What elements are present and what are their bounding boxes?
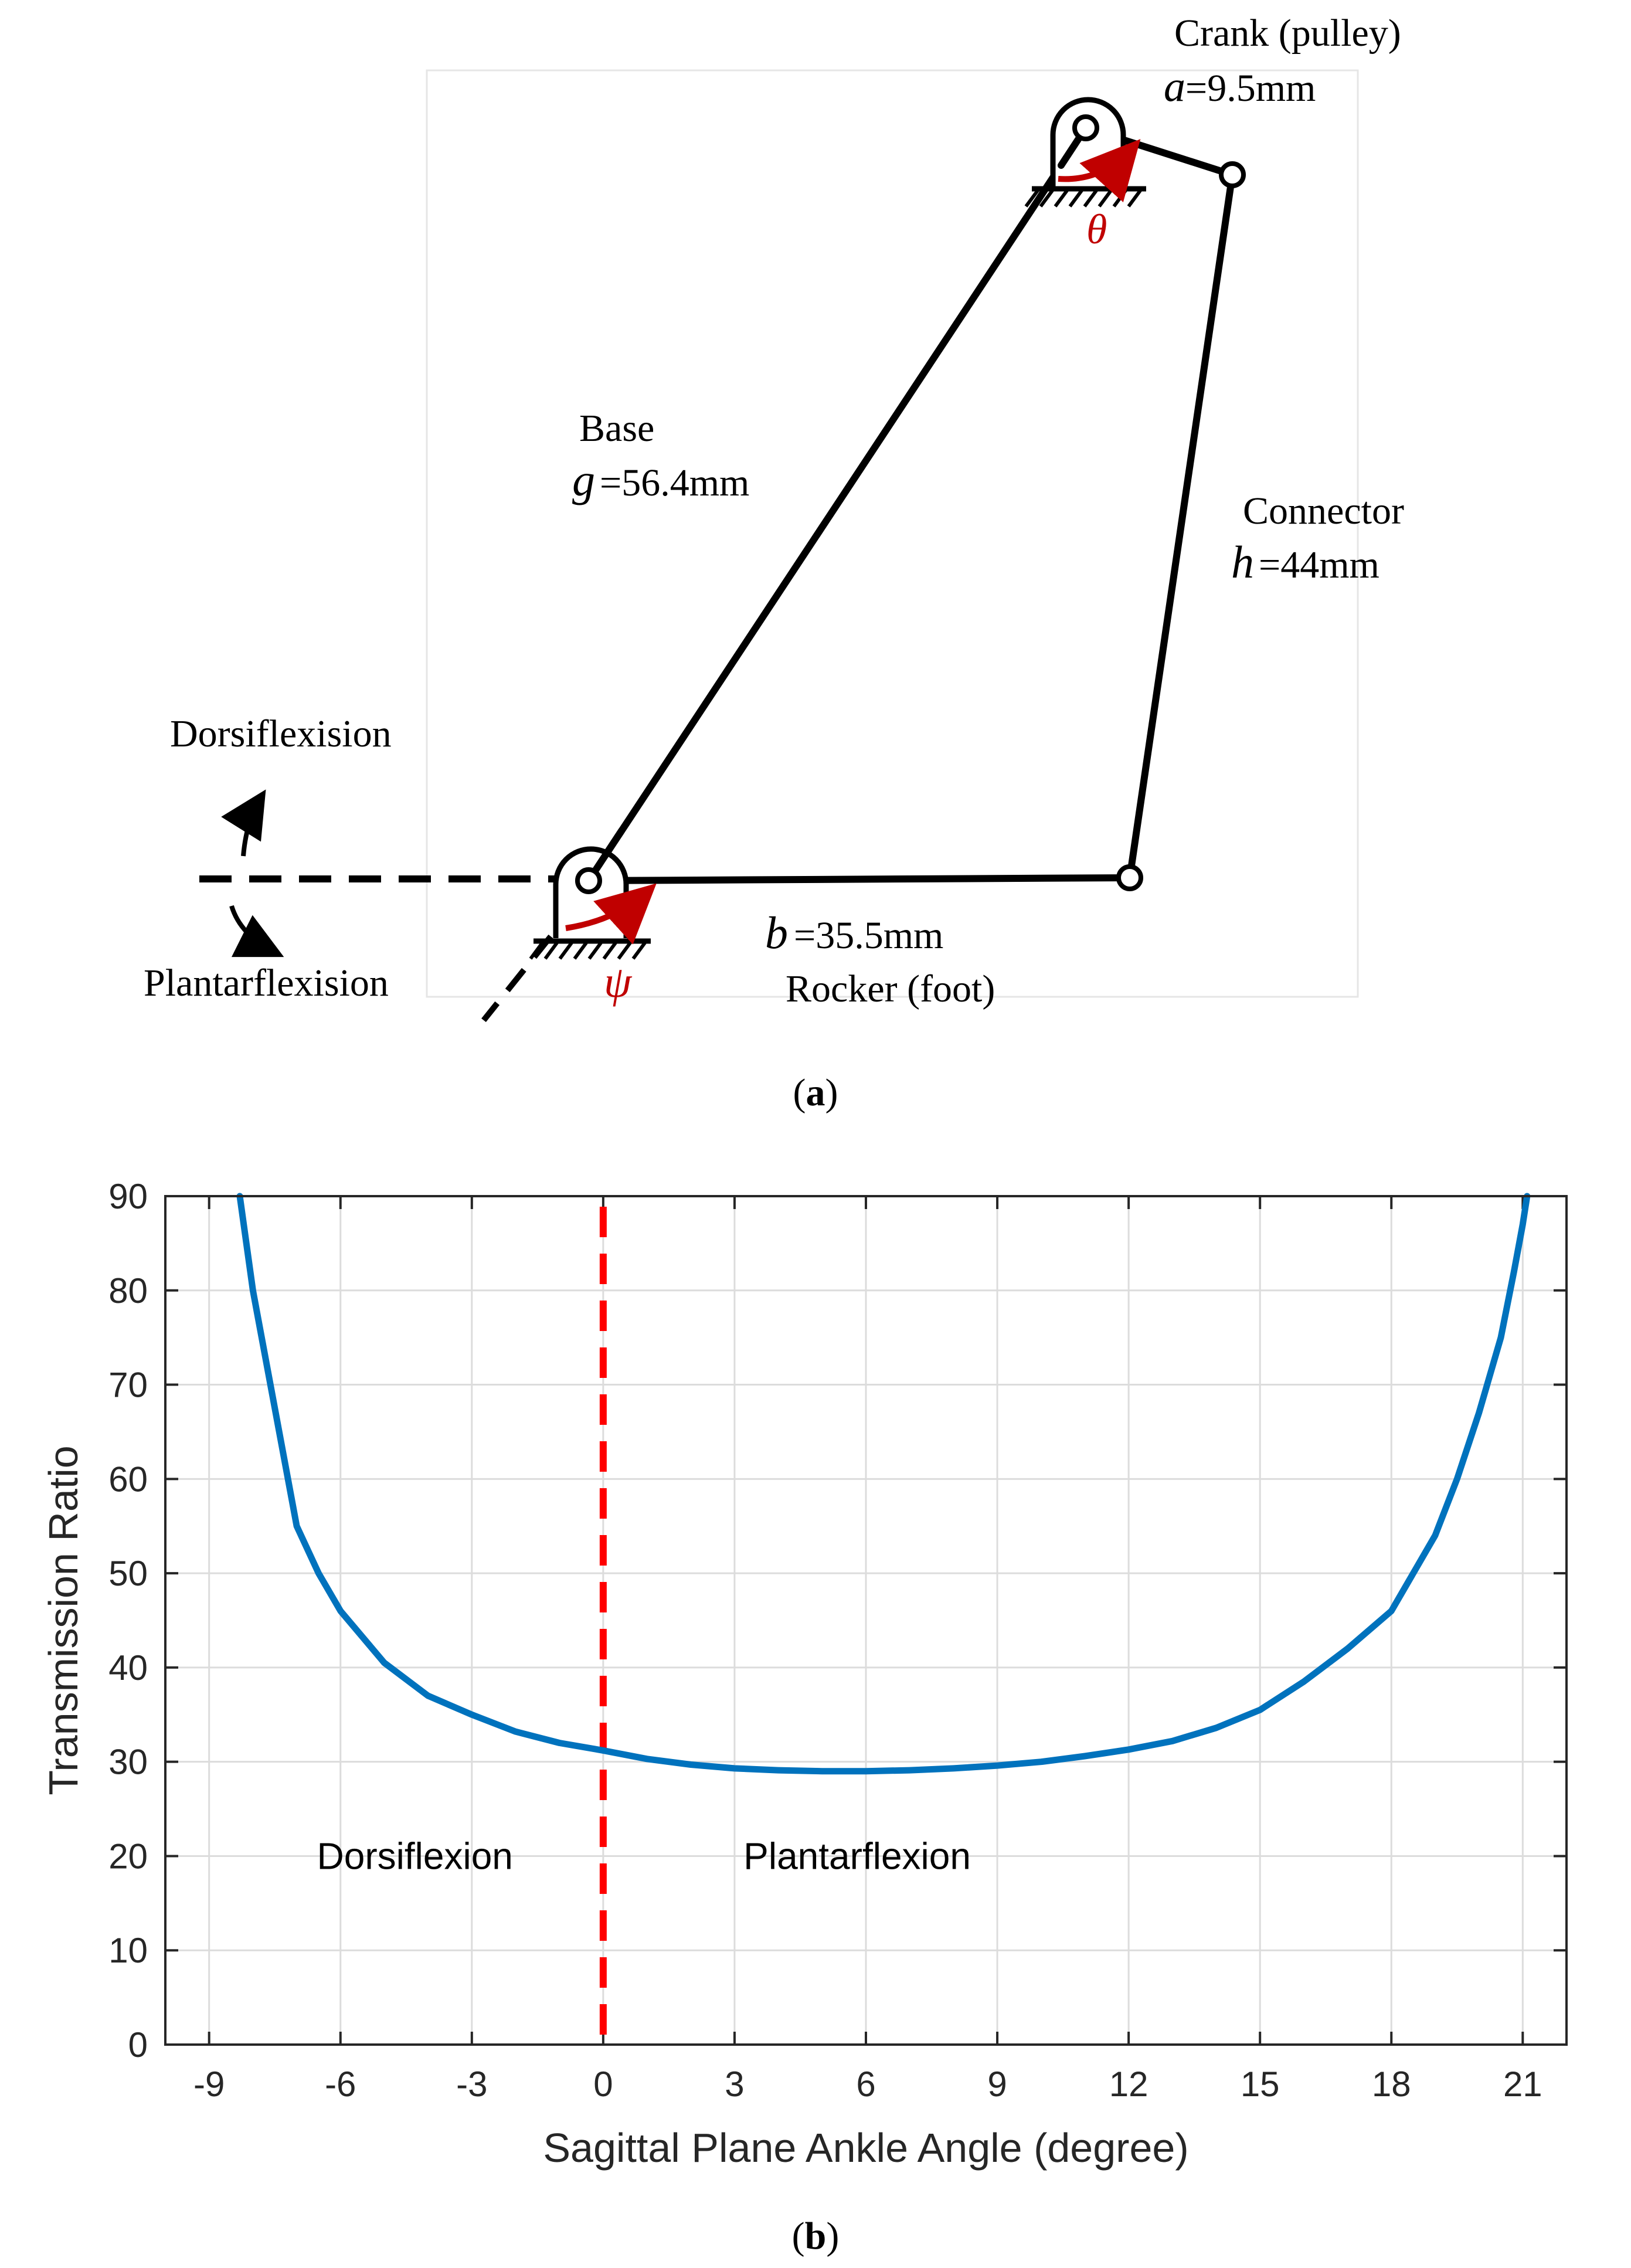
theta-symbol: θ (1086, 206, 1107, 253)
y-tick-label: 70 (108, 1366, 148, 1405)
connector-label: Connector (1243, 490, 1404, 532)
tick-labels: -9 -6 -3 0 3 6 9 12 15 18 21 0 10 20 30 40 50 60 70 80 90 (108, 1177, 1542, 2104)
panel-a-linkage: Crank (pulley) a=9.5mm Base g =56.4mm Con… (144, 12, 1404, 1114)
x-tick-label: 9 (987, 2065, 1007, 2104)
connector-symbol: h (1231, 537, 1254, 588)
x-tick-label: 15 (1241, 2065, 1280, 2104)
region-dorsiflexion-label: Dorsiflexion (317, 1835, 513, 1877)
connector-value: =44mm (1259, 544, 1379, 586)
rocker-link (585, 874, 1133, 884)
svg-text:a=9.5mm: a=9.5mm (1164, 63, 1316, 111)
psi-angle-arrow (565, 883, 657, 945)
plot-area-frame (164, 1195, 1568, 2046)
crank-connector-joint (1219, 161, 1246, 188)
x-tick-label: 12 (1109, 2065, 1149, 2104)
connector-rocker-joint (1116, 864, 1143, 891)
y-tick-label: 30 (108, 1743, 148, 1782)
rocker-value: =35.5mm (794, 914, 943, 957)
svg-text:g=56.4mm: g =56.4mm (572, 454, 749, 505)
base-symbol: g (572, 454, 595, 505)
crank-symbol: a (1164, 63, 1185, 111)
crank-label: Crank (pulley) (1174, 12, 1401, 55)
y-tick-label: 80 (108, 1271, 148, 1310)
plantarflexion-arrow (229, 905, 284, 958)
x-tick-label: -6 (325, 2065, 356, 2104)
base-label: Base (579, 407, 654, 450)
y-tick-label: 60 (108, 1459, 148, 1499)
theta-angle-arrow (1058, 139, 1141, 202)
panel-b-chart: -9 -6 -3 0 3 6 9 12 15 18 21 0 10 20 30 40 50 60 70 80 90 Do… (40, 1177, 1568, 2257)
x-tick-label: 0 (593, 2065, 613, 2104)
ankle-pivot-joint (575, 867, 602, 894)
crank-pivot-joint (1072, 114, 1099, 141)
y-tick-label: 20 (108, 1836, 148, 1876)
series-line (236, 1193, 1531, 1775)
base-link (585, 124, 1089, 884)
caption-a: (a) (793, 1071, 838, 1114)
caption-b: (b) (792, 2215, 840, 2257)
x-tick-label: 18 (1372, 2065, 1411, 2104)
y-tick-label: 40 (108, 1648, 148, 1688)
y-axis-label: Transmission Ratio (40, 1445, 86, 1795)
crank-value: =9.5mm (1185, 67, 1316, 110)
grid-lines (165, 1195, 1567, 2046)
region-plantarflexion-label: Plantarflexion (743, 1835, 971, 1877)
x-tick-label: -9 (193, 2065, 225, 2104)
data-series (236, 1193, 1531, 1775)
psi-symbol: ψ (604, 958, 633, 1007)
x-axis-label: Sagittal Plane Ankle Angle (degree) (543, 2125, 1188, 2171)
diagram-frame (426, 69, 1359, 998)
dorsi-label: Dorsiflexision (170, 712, 392, 755)
y-tick-label: 50 (108, 1554, 148, 1593)
x-tick-label: 21 (1503, 2065, 1542, 2104)
rocker-symbol: b (765, 907, 788, 958)
dorsiflexion-arrow (221, 789, 266, 857)
x-tick-label: -3 (456, 2065, 487, 2104)
rocker-label: Rocker (foot) (786, 967, 995, 1010)
y-tick-label: 90 (108, 1177, 148, 1216)
y-tick-label: 0 (128, 2025, 148, 2065)
x-tick-label: 3 (725, 2065, 744, 2104)
x-tick-label: 6 (856, 2065, 875, 2104)
base-value: =56.4mm (600, 461, 749, 504)
svg-text:b=35.5mm: b =35.5mm (765, 907, 943, 958)
svg-text:h=44mm: h =44mm (1231, 537, 1379, 588)
y-tick-label: 10 (108, 1931, 148, 1970)
connector-link (1126, 171, 1236, 881)
plantar-label: Plantarflexision (144, 962, 389, 1004)
